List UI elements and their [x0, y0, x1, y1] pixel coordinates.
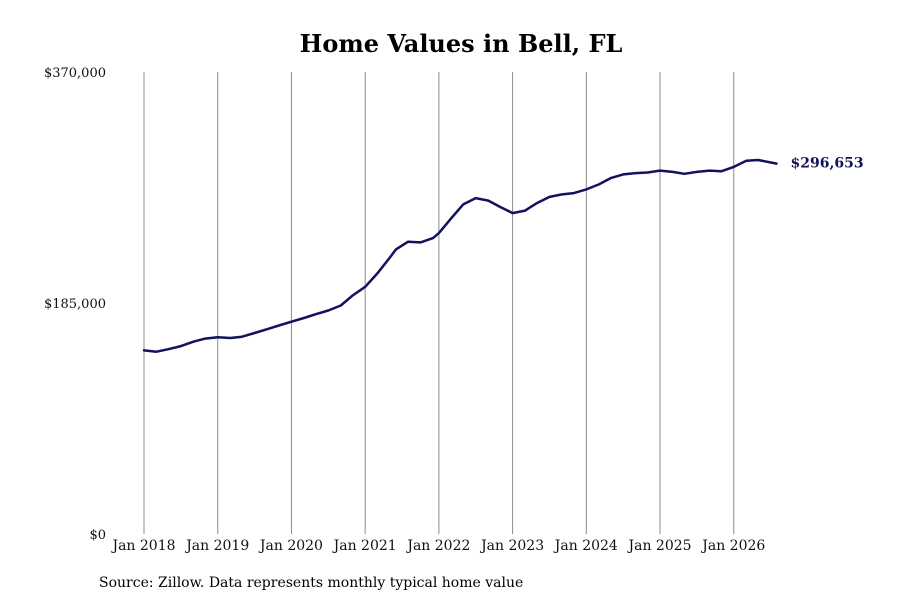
x-tick-label-5: Jan 2023: [479, 538, 544, 554]
x-tick-label-8: Jan 2026: [700, 538, 765, 554]
source-note: Source: Zillow. Data represents monthly …: [99, 575, 523, 591]
x-axis-ticks: Jan 2018 Jan 2019 Jan 2020 Jan 2021 Jan 2022…: [110, 538, 765, 554]
x-tick-label-4: Jan 2022: [405, 538, 470, 554]
y-tick-label-2: $370,000: [44, 66, 106, 81]
y-tick-label-1: $185,000: [44, 297, 106, 312]
y-axis-ticks: $0 $185,000 $370,000: [44, 66, 106, 543]
x-tick-label-2: Jan 2020: [258, 538, 323, 554]
series-line-0: [142, 158, 778, 353]
x-tick-label-3: Jan 2021: [332, 538, 397, 554]
end-value-label: $296,653: [791, 156, 864, 172]
x-tick-label-1: Jan 2019: [184, 538, 249, 554]
x-tick-label-7: Jan 2025: [627, 538, 692, 554]
x-tick-label-0: Jan 2018: [110, 538, 175, 554]
grid-layer: [143, 72, 735, 534]
series-layer: [142, 158, 778, 353]
y-tick-label-0: $0: [89, 528, 106, 543]
chart-title: Home Values in Bell, FL: [300, 29, 623, 58]
x-tick-label-6: Jan 2024: [553, 538, 618, 554]
